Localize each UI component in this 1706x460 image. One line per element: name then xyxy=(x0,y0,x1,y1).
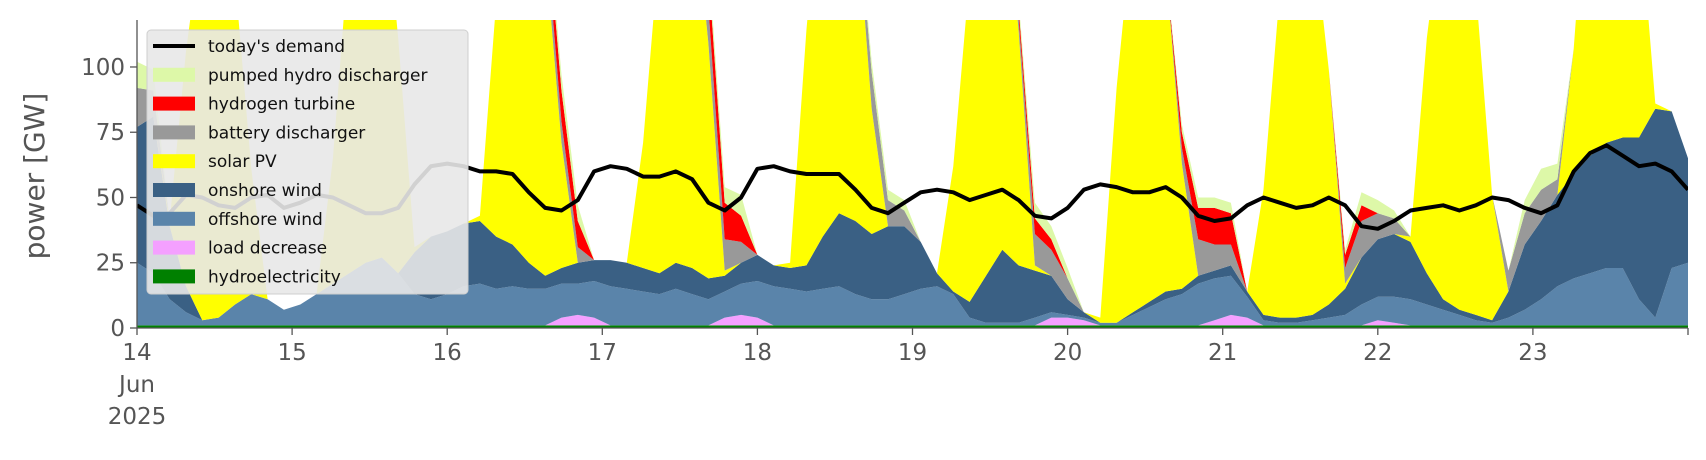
legend-swatch xyxy=(153,67,195,82)
legend-swatch xyxy=(153,183,195,197)
legend-swatch xyxy=(153,211,195,226)
legend-entry: offshore wind xyxy=(208,210,323,230)
legend-entry: load decrease xyxy=(208,239,327,259)
x-tick-label: 19 xyxy=(898,340,927,366)
x-tick-label: 23 xyxy=(1518,340,1547,366)
legend-entry: onshore wind xyxy=(208,181,322,201)
legend: today's demand pumped hydro discharger hyd… xyxy=(146,29,469,295)
legend-entry: hydroelectricity xyxy=(208,267,341,287)
x-tick-label: 21 xyxy=(1208,340,1237,366)
x-tick-label: 17 xyxy=(588,340,617,366)
legend-box xyxy=(146,29,469,295)
area-solar-pv xyxy=(137,20,1688,323)
legend-swatch xyxy=(153,269,195,284)
y-tick-label: 100 xyxy=(81,55,125,81)
x-tick-label: 15 xyxy=(277,340,306,366)
area-offshore-wind xyxy=(137,257,1688,326)
legend-entry: pumped hydro discharger xyxy=(208,66,427,86)
axes: 0 25 50 75 100 14 Jun 2025 15 16 17 18 19 20 21 22 23 xyxy=(81,20,1689,430)
x-tick-label: 16 xyxy=(433,340,462,366)
x-tick-label: 18 xyxy=(743,340,772,366)
x-tick-label: 22 xyxy=(1363,340,1392,366)
legend-swatch xyxy=(153,240,195,255)
y-tick-label: 50 xyxy=(96,185,125,211)
legend-entry: hydrogen turbine xyxy=(208,95,355,115)
legend-entry: solar PV xyxy=(208,152,277,172)
legend-swatch xyxy=(153,154,195,169)
y-tick-label: 0 xyxy=(110,316,125,342)
legend-swatch xyxy=(153,125,195,140)
y-axis-label: power [GW] xyxy=(18,93,51,260)
legend-entry: battery discharger xyxy=(208,123,365,143)
y-tick-label: 75 xyxy=(96,120,125,146)
legend-entry: today's demand xyxy=(208,37,345,57)
area-onshore-wind xyxy=(137,108,1688,323)
y-tick-label: 25 xyxy=(96,251,125,277)
x-tick-label: 14 Jun 2025 xyxy=(108,340,167,430)
x-tick-label: 20 xyxy=(1053,340,1082,366)
legend-swatch xyxy=(153,96,195,111)
